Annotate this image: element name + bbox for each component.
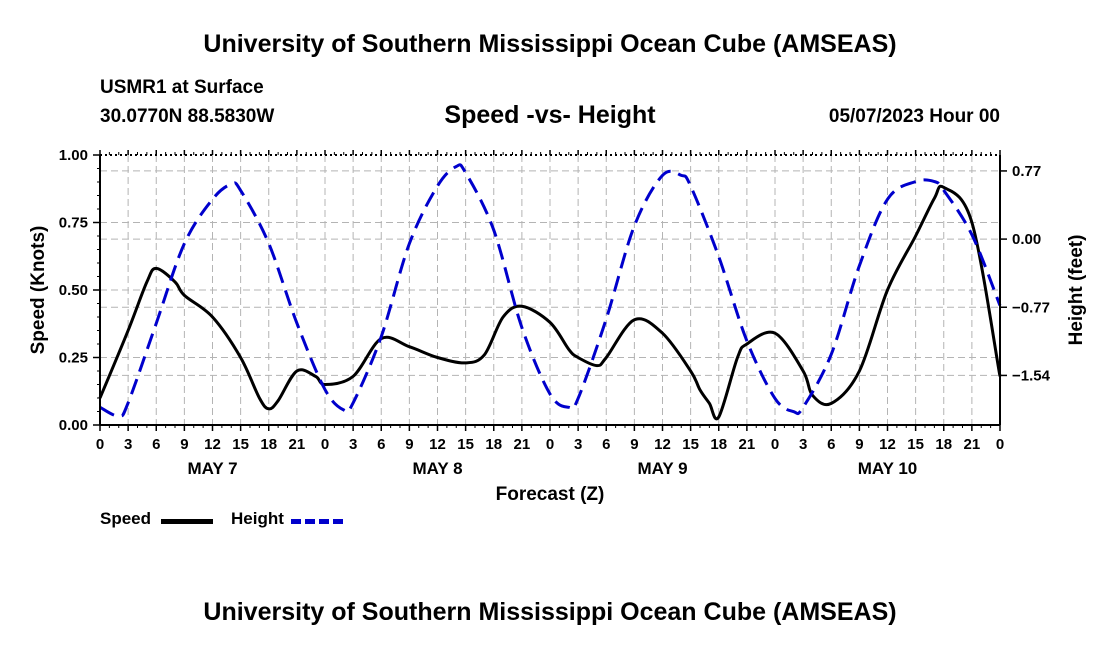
height-series-line	[99, 163, 1002, 418]
x-tick-label: 3	[574, 436, 582, 453]
y2-axis-label: Height (feet)	[1066, 235, 1087, 346]
x-tick-label: 18	[710, 436, 727, 453]
y-tick-label: 0.25	[59, 350, 88, 367]
station-name: USMR1 at Surface	[100, 77, 264, 98]
y2-tick-label: −1.54	[1012, 367, 1051, 384]
x-tick-label: 21	[964, 436, 981, 453]
x-tick-label: 3	[124, 436, 132, 453]
day-label: MAY 8	[412, 459, 462, 478]
y-tick-label: 1.00	[59, 147, 88, 164]
x-tick-label: 12	[429, 436, 446, 453]
chart-title: Speed -vs- Height	[444, 101, 656, 129]
speed-series-line	[98, 184, 1002, 421]
x-tick-label: 0	[546, 436, 554, 453]
series-layer	[98, 163, 1002, 421]
x-tick-label: 3	[349, 436, 357, 453]
legend-speed-label: Speed	[100, 509, 152, 528]
day-label: MAY 9	[637, 459, 687, 478]
x-tick-label: 9	[405, 436, 413, 453]
bottom-title: University of Southern Mississippi Ocean…	[203, 598, 897, 626]
main-title: University of Southern Mississippi Ocean…	[203, 30, 897, 58]
x-tick-label: 15	[907, 436, 924, 453]
x-tick-label: 6	[827, 436, 835, 453]
y-tick-label: 0.00	[59, 417, 88, 434]
x-tick-label: 0	[771, 436, 779, 453]
x-axis-label: Forecast (Z)	[496, 484, 605, 505]
legend-height-line	[291, 519, 343, 524]
x-tick-label: 18	[485, 436, 502, 453]
x-tick-label: 9	[855, 436, 863, 453]
x-tick-label: 21	[739, 436, 756, 453]
x-tick-label: 15	[457, 436, 474, 453]
x-tick-label: 3	[799, 436, 807, 453]
x-tick-label: 0	[321, 436, 329, 453]
x-tick-label: 12	[654, 436, 671, 453]
x-tick-label: 21	[289, 436, 306, 453]
x-tick-label: 18	[260, 436, 277, 453]
y2-tick-label: −0.77	[1012, 299, 1050, 316]
x-tick-label: 0	[96, 436, 104, 453]
x-tick-label: 9	[630, 436, 638, 453]
x-tick-label: 21	[514, 436, 531, 453]
x-tick-label: 12	[879, 436, 896, 453]
x-tick-label: 15	[232, 436, 249, 453]
grid	[100, 155, 1000, 425]
x-tick-label: 0	[996, 436, 1004, 453]
x-tick-label: 6	[152, 436, 160, 453]
x-tick-label: 6	[602, 436, 610, 453]
x-tick-label: 15	[682, 436, 699, 453]
day-label: MAY 7	[187, 459, 237, 478]
legend-height-label: Height	[231, 509, 284, 528]
station-coordinates: 30.0770N 88.5830W	[100, 106, 275, 127]
day-label: MAY 10	[858, 459, 918, 478]
x-tick-label: 9	[180, 436, 188, 453]
legend-speed-line	[161, 519, 213, 524]
y-axis-label: Speed (Knots)	[28, 226, 49, 355]
y2-tick-label: 0.00	[1012, 231, 1041, 248]
y-tick-label: 0.50	[59, 282, 88, 299]
y2-tick-label: 0.77	[1012, 163, 1041, 180]
x-tick-label: 6	[377, 436, 385, 453]
x-tick-label: 12	[204, 436, 221, 453]
y-tick-label: 0.75	[59, 215, 88, 232]
x-tick-label: 18	[935, 436, 952, 453]
axes: 0 3 6 9 12 15 18 21 0 3 6 9 12 15 18 21 0 3 6 9 12 15 18 21 0 3 6 9…	[28, 147, 1087, 505]
forecast-datetime: 05/07/2023 Hour 00	[828, 106, 1000, 127]
